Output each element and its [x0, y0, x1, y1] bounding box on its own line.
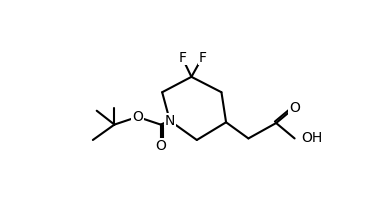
Text: O: O: [155, 139, 166, 153]
Text: O: O: [289, 101, 300, 115]
Text: O: O: [132, 110, 143, 124]
Text: OH: OH: [301, 131, 322, 145]
Text: N: N: [165, 114, 175, 128]
Text: F: F: [198, 51, 206, 65]
Text: F: F: [178, 51, 186, 65]
